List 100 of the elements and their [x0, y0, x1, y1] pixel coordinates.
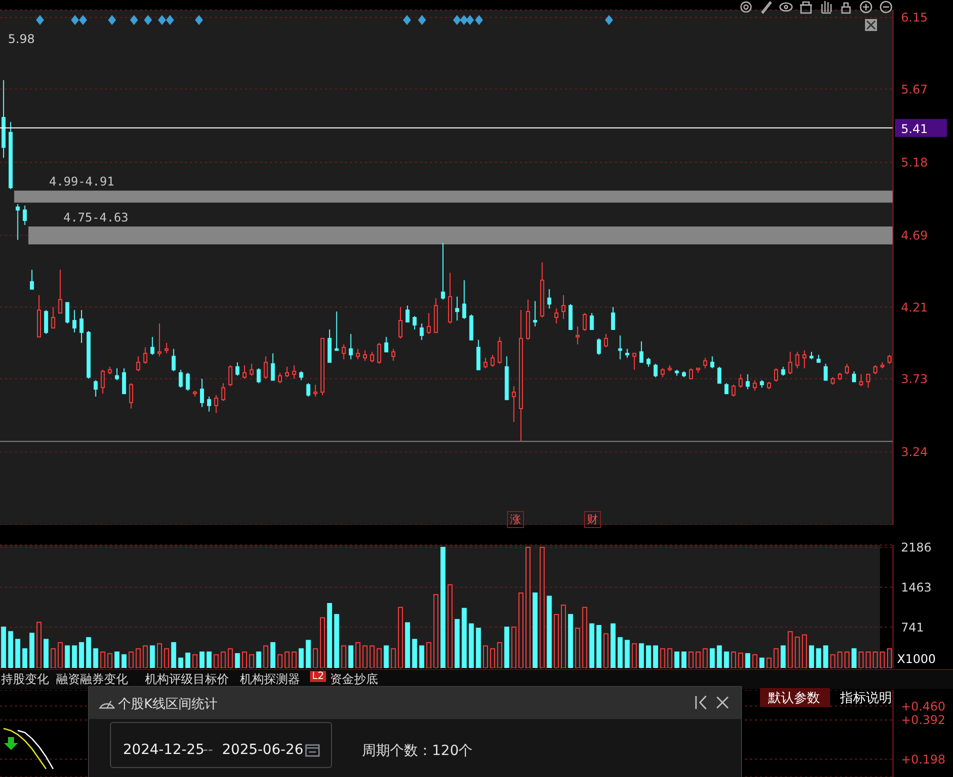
candlestick	[2, 80, 6, 158]
bar	[178, 658, 184, 668]
candlestick	[512, 386, 516, 422]
bar	[440, 546, 446, 668]
bar	[79, 642, 84, 668]
y-tick-label: 4.69	[901, 228, 928, 243]
bar	[334, 614, 340, 668]
bar	[8, 631, 14, 668]
candlestick	[80, 310, 84, 344]
y-tick-label: 5.67	[901, 82, 928, 96]
bar	[589, 623, 594, 668]
y-tick-label: 4.21	[901, 300, 928, 314]
candlestick	[618, 334, 622, 360]
bar	[405, 622, 410, 668]
candlestick	[518, 310, 523, 442]
bar	[596, 625, 602, 668]
bar	[150, 645, 155, 668]
text: L2	[310, 671, 326, 682]
bar	[504, 626, 510, 668]
annotation: 周期个数：120个	[362, 742, 473, 760]
bar	[185, 652, 190, 668]
bar	[234, 653, 240, 668]
bar	[93, 648, 98, 668]
annotation: 5.98	[8, 32, 35, 46]
bar	[724, 652, 729, 668]
bar	[114, 652, 120, 668]
bar	[532, 592, 538, 668]
bar	[745, 653, 750, 668]
bar	[653, 645, 658, 668]
bar	[716, 645, 722, 668]
bar	[298, 648, 304, 668]
bar	[200, 652, 205, 668]
y-tick-label: 2186	[901, 540, 932, 555]
bar	[454, 618, 460, 668]
bar	[462, 608, 467, 668]
bar	[624, 640, 630, 668]
bar	[256, 652, 262, 668]
annotation: 默认参数	[768, 690, 820, 707]
y-tick-label: 6.15	[901, 10, 928, 25]
text: 机构探测器	[240, 671, 300, 688]
bar	[22, 648, 28, 668]
bar	[171, 642, 176, 668]
bar	[384, 645, 389, 668]
bar	[780, 645, 786, 668]
bar	[419, 645, 424, 668]
candlestick	[561, 294, 566, 320]
bar	[546, 596, 552, 668]
candlestick	[576, 326, 580, 345]
y-tick-label: +0.198	[901, 752, 946, 766]
bar	[206, 652, 212, 668]
bar	[816, 648, 822, 668]
bar	[270, 642, 276, 668]
bar	[823, 645, 828, 668]
bar	[86, 637, 92, 668]
annotation: --	[203, 742, 214, 758]
bar	[886, 648, 892, 668]
text: 持股变化	[1, 671, 49, 688]
bar	[327, 602, 332, 668]
bar	[44, 638, 49, 668]
annotation: 2024-12-25	[123, 742, 204, 758]
bar	[64, 645, 70, 668]
y-tick-label: 5.18	[901, 156, 928, 170]
annotation: 指标说明	[840, 690, 892, 707]
bar	[306, 640, 311, 668]
bar	[674, 652, 680, 668]
text: 融资融券变化	[56, 671, 128, 688]
y-tick-label: +0.460	[901, 699, 946, 714]
y-tick-label: 1463	[901, 580, 932, 595]
candlestick	[455, 296, 460, 321]
annotation: 涨	[507, 511, 524, 528]
y-tick-label: +0.392	[901, 713, 946, 728]
bar	[29, 632, 34, 668]
bar	[646, 645, 652, 668]
y-axis-title: X1000	[897, 652, 936, 666]
line-series	[2, 728, 47, 770]
y-tick-label: 3.24	[901, 445, 928, 460]
bar	[72, 645, 77, 668]
bar	[809, 645, 814, 668]
y-tick-label: 3.73	[901, 372, 928, 386]
bar	[618, 637, 623, 668]
bar	[759, 658, 764, 668]
bar	[348, 645, 354, 668]
bar	[15, 638, 20, 668]
ref-line-label: 5.41	[901, 122, 928, 136]
annotation: 财	[584, 511, 601, 528]
text: 机构评级目标价	[145, 671, 229, 688]
bar	[122, 654, 127, 668]
band-label: 4.99-4.91	[49, 174, 114, 189]
bar	[610, 623, 616, 668]
line-series	[17, 730, 54, 770]
bar	[638, 643, 644, 668]
annotation: 个股K线区间统计	[118, 696, 218, 713]
bar	[852, 648, 857, 668]
annotation: 2025-06-26	[222, 742, 304, 758]
bar	[1, 626, 6, 668]
bar	[468, 623, 474, 668]
bar	[568, 614, 574, 668]
band-label: 4.75-4.63	[63, 210, 128, 224]
y-tick-label: 741	[901, 620, 924, 634]
text: 资金抄底	[330, 671, 378, 688]
